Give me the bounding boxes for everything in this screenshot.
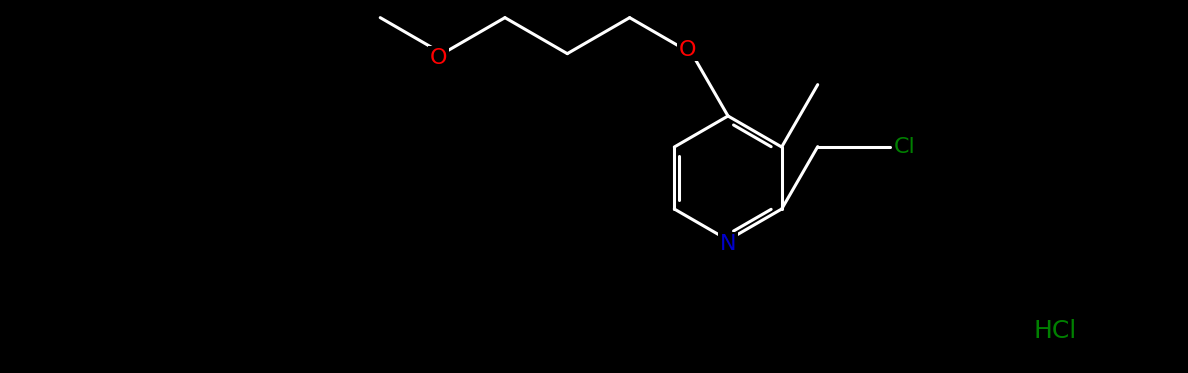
Text: N: N	[720, 234, 737, 254]
Text: O: O	[680, 40, 696, 60]
Text: HCl: HCl	[1034, 319, 1076, 343]
Text: O: O	[430, 48, 448, 68]
Text: Cl: Cl	[893, 137, 916, 157]
